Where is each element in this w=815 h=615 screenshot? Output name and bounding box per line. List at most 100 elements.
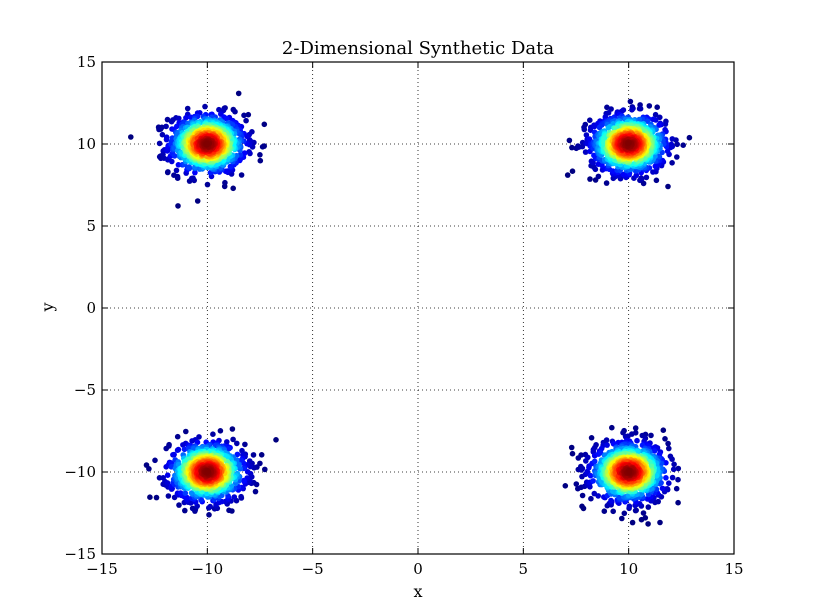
data-point: [192, 169, 198, 176]
data-point: [666, 445, 672, 452]
data-point: [675, 499, 681, 506]
data-point: [680, 142, 686, 148]
data-point: [210, 431, 216, 438]
data-point: [262, 466, 268, 473]
data-point: [257, 460, 263, 467]
data-point: [159, 124, 165, 131]
data-point: [640, 510, 647, 516]
data-point: [652, 111, 659, 118]
data-point: [599, 162, 605, 169]
data-point: [238, 493, 244, 500]
data-point: [244, 469, 251, 475]
data-point: [146, 466, 152, 472]
data-point: [564, 172, 571, 178]
data-point: [226, 445, 232, 452]
data-point: [190, 175, 196, 181]
data-point: [586, 136, 593, 142]
data-point: [584, 469, 591, 475]
data-point: [198, 497, 205, 503]
data-point: [632, 425, 639, 431]
data-point: [202, 103, 208, 110]
y-tick-label: 0: [86, 299, 96, 317]
data-point: [258, 452, 265, 458]
data-point: [659, 485, 666, 492]
data-point: [175, 446, 182, 453]
data-point: [627, 98, 634, 105]
data-point: [609, 424, 615, 431]
data-point: [230, 185, 236, 192]
y-tick-label: 15: [77, 53, 96, 71]
data-point: [174, 173, 181, 180]
data-point: [664, 148, 671, 154]
data-point: [222, 179, 228, 186]
data-point: [662, 436, 668, 442]
data-point: [241, 112, 247, 119]
data-point: [261, 121, 268, 128]
data-point: [590, 478, 596, 484]
data-point: [566, 137, 573, 144]
x-axis-label: x: [413, 582, 422, 601]
data-point: [634, 437, 640, 444]
data-point: [587, 127, 594, 133]
data-point: [643, 174, 650, 181]
x-tick-label: 15: [724, 560, 743, 578]
data-point: [674, 154, 680, 160]
data-point: [579, 143, 586, 150]
data-point: [596, 124, 603, 131]
data-point: [562, 483, 569, 489]
data-point: [169, 158, 175, 165]
data-point: [246, 149, 252, 155]
data-point: [569, 168, 576, 174]
data-point: [128, 134, 134, 140]
data-point: [636, 105, 643, 112]
data-point: [183, 115, 189, 121]
data-point: [626, 503, 633, 510]
data-point: [610, 508, 616, 515]
data-point: [171, 451, 177, 458]
data-point: [159, 131, 166, 138]
data-point: [569, 450, 576, 457]
data-point: [675, 465, 682, 472]
data-point: [173, 167, 180, 174]
x-tick-label: −5: [302, 560, 324, 578]
data-point: [573, 481, 580, 487]
data-point: [175, 162, 182, 168]
data-point: [669, 474, 676, 481]
data-point: [653, 177, 660, 184]
data-point: [175, 203, 181, 209]
y-tick-label: −15: [64, 545, 96, 563]
data-point: [204, 140, 210, 147]
data-point: [183, 428, 189, 435]
data-point: [204, 469, 211, 475]
data-point: [165, 493, 172, 499]
data-point: [252, 488, 259, 495]
data-point: [625, 141, 631, 147]
data-point: [640, 180, 647, 187]
data-point: [241, 477, 247, 484]
y-tick-label: −10: [64, 463, 96, 481]
data-point: [669, 136, 676, 142]
data-point: [230, 436, 236, 443]
data-point: [180, 442, 186, 448]
data-point: [646, 103, 653, 109]
data-point: [568, 444, 575, 451]
data-point: [582, 149, 589, 155]
data-point: [657, 519, 663, 526]
data-point: [667, 144, 674, 151]
data-point: [234, 451, 241, 458]
chart-title: 2-Dimensional Synthetic Data: [282, 38, 554, 59]
data-point: [605, 125, 612, 131]
data-point: [608, 497, 614, 504]
data-point: [642, 515, 649, 521]
data-point: [168, 118, 175, 125]
data-point: [595, 173, 602, 180]
x-tick-label: 5: [519, 560, 529, 578]
x-tick-label: 0: [413, 560, 423, 578]
y-tick-label: 5: [86, 217, 96, 235]
data-point: [665, 183, 671, 190]
data-point: [660, 427, 667, 434]
data-point: [245, 111, 252, 118]
data-point: [670, 466, 677, 473]
data-point: [184, 494, 190, 501]
